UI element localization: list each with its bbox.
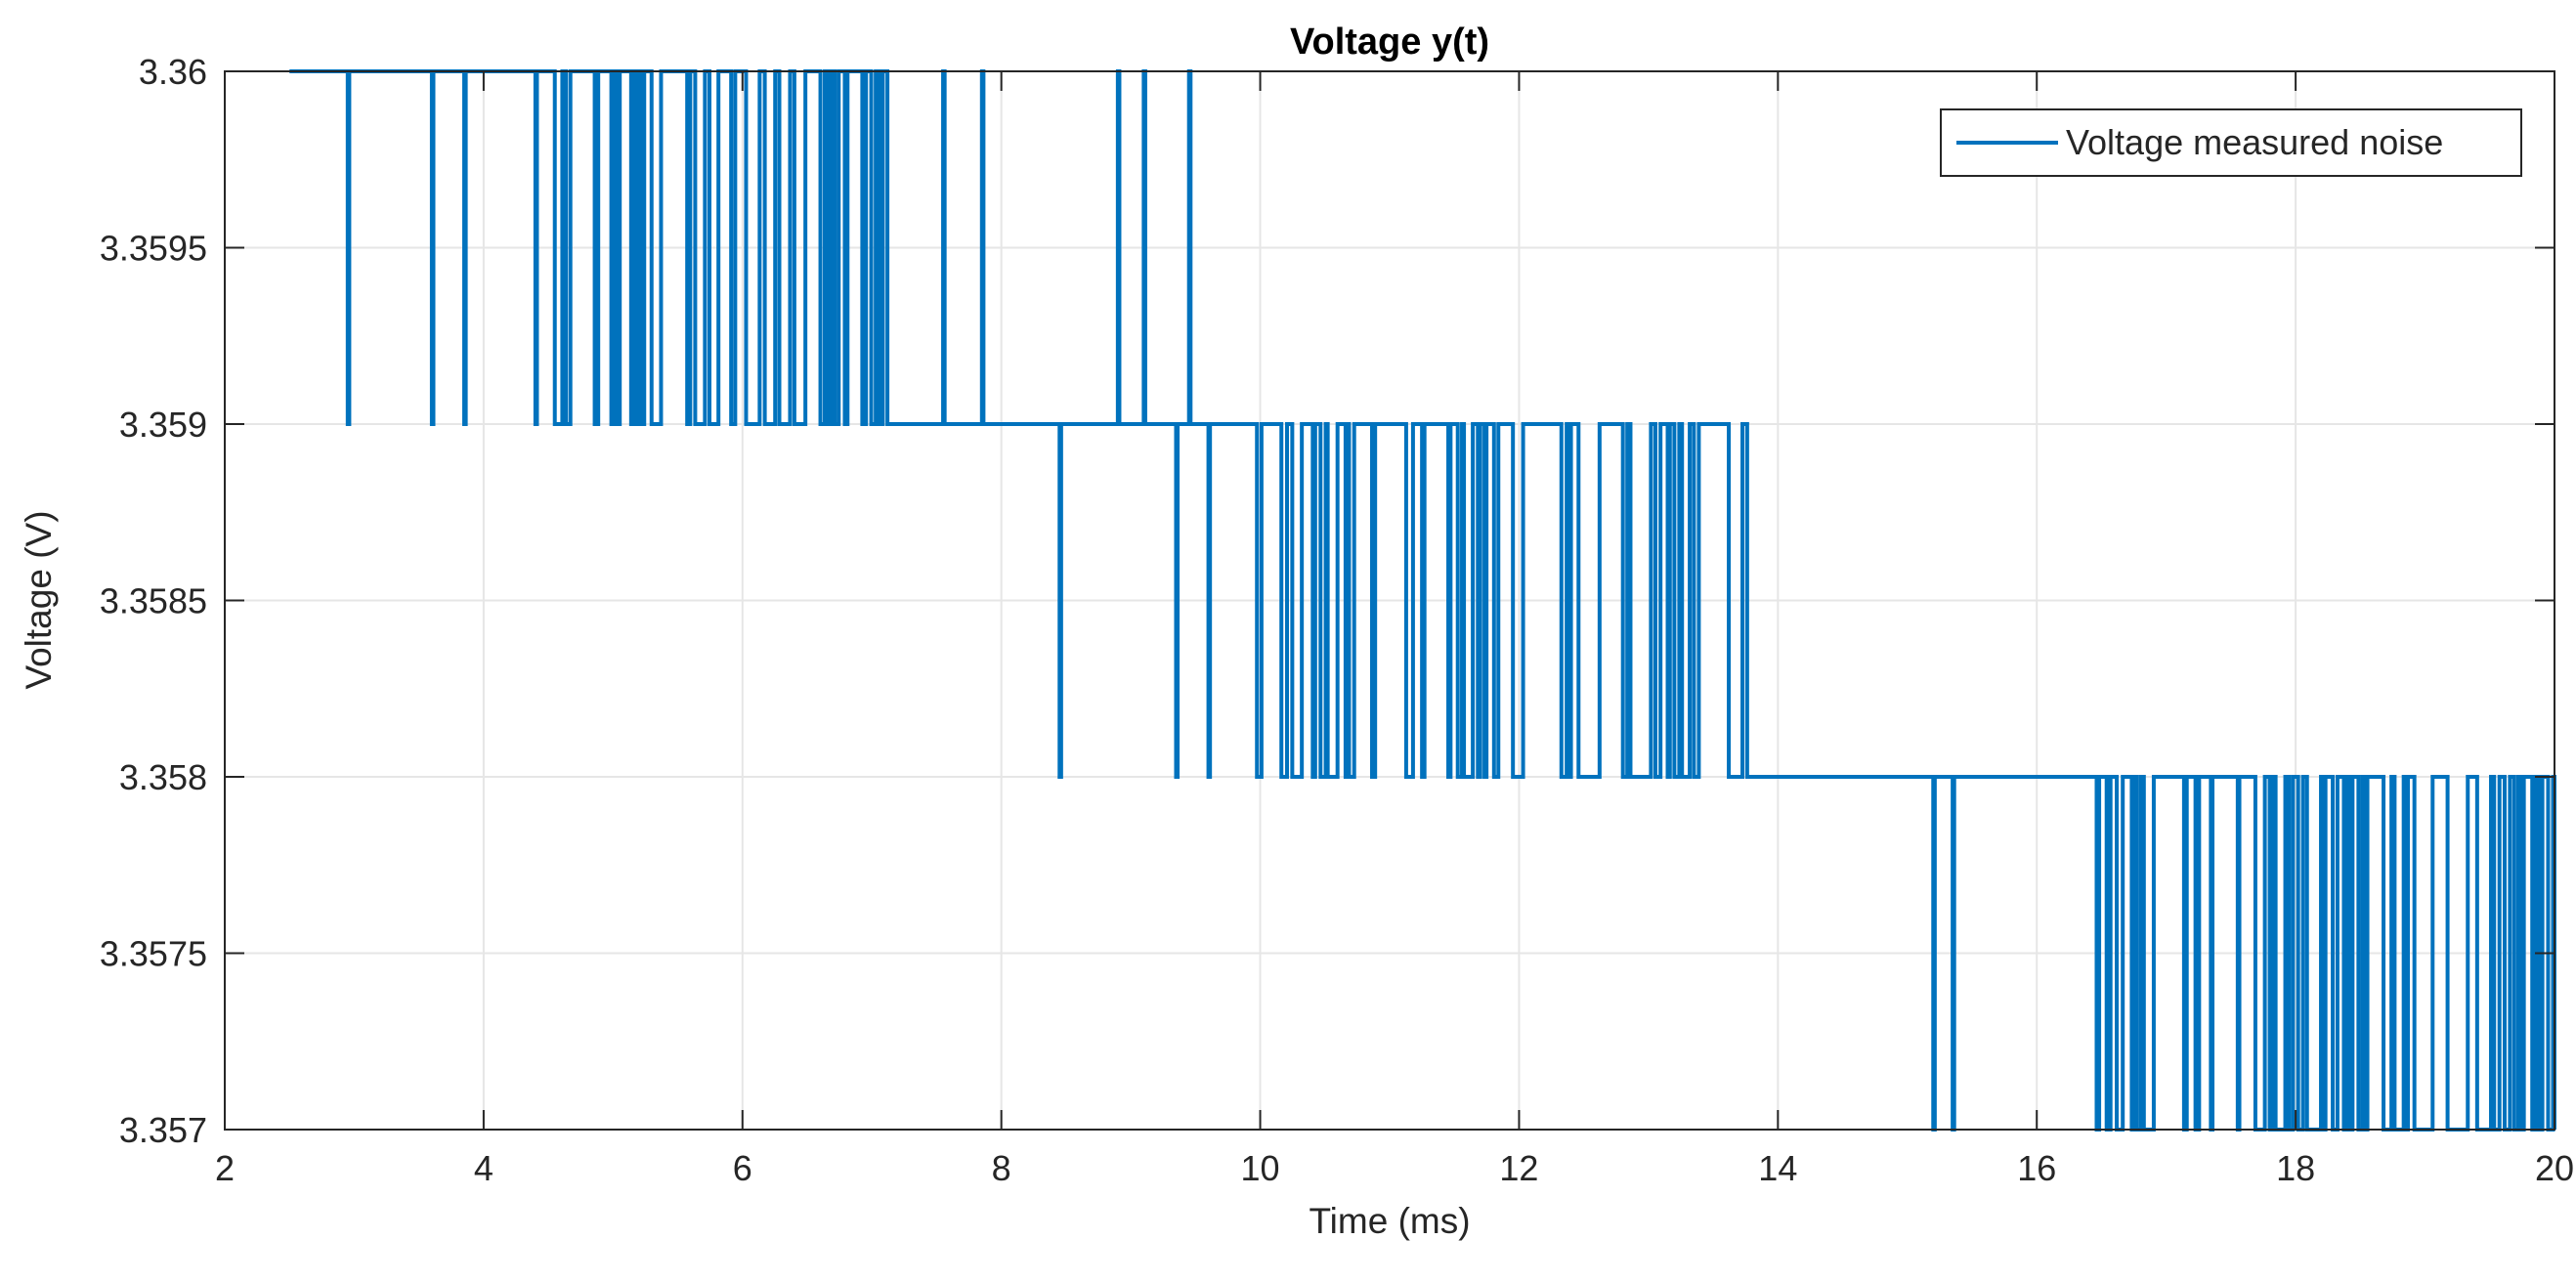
y-axis-ticks: 3.357 3.3575 3.358 3.3585 3.359 3.3595 3.36 (100, 52, 2555, 1150)
x-tick-label: 8 (992, 1148, 1011, 1188)
x-axis-ticks: 2 4 6 8 10 12 14 16 18 20 (215, 71, 2574, 1188)
x-tick-label: 20 (2535, 1148, 2574, 1188)
x-tick-label: 14 (1758, 1148, 1797, 1188)
y-tick-label: 3.3585 (100, 581, 207, 621)
y-tick-label: 3.36 (139, 52, 207, 92)
legend-entry-label: Voltage measured noise (2066, 122, 2443, 162)
y-tick-label: 3.358 (119, 757, 207, 797)
chart-title: Voltage y(t) (1290, 21, 1489, 63)
y-tick-label: 3.3575 (100, 934, 207, 974)
y-tick-label: 3.357 (119, 1110, 207, 1150)
y-axis-label: Voltage (V) (19, 510, 59, 689)
x-tick-label: 4 (474, 1148, 494, 1188)
x-tick-label: 10 (1241, 1148, 1280, 1188)
x-tick-label: 16 (2017, 1148, 2056, 1188)
x-tick-label: 12 (1499, 1148, 1538, 1188)
x-tick-label: 2 (215, 1148, 235, 1188)
legend: Voltage measured noise (1940, 108, 2522, 177)
x-tick-label: 18 (2276, 1148, 2315, 1188)
y-tick-label: 3.359 (119, 405, 207, 445)
x-tick-label: 6 (733, 1148, 752, 1188)
x-axis-label: Time (ms) (1309, 1201, 1470, 1241)
y-tick-label: 3.3595 (100, 229, 207, 269)
